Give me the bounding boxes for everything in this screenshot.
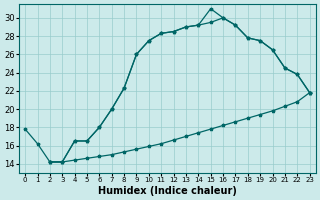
X-axis label: Humidex (Indice chaleur): Humidex (Indice chaleur) bbox=[98, 186, 237, 196]
